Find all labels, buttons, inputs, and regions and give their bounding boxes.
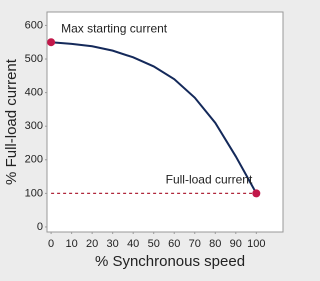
y-tick-label: 600 bbox=[25, 19, 43, 31]
y-tick-label: 500 bbox=[25, 53, 43, 65]
annotation: Max starting current bbox=[61, 21, 168, 35]
x-tick-label: 70 bbox=[189, 238, 201, 250]
y-tick-label: 0 bbox=[37, 221, 43, 233]
x-tick-label: 80 bbox=[209, 238, 221, 250]
y-tick-label: 300 bbox=[25, 120, 43, 132]
annotation: Full-load current bbox=[166, 173, 253, 187]
x-tick-label: 50 bbox=[148, 238, 160, 250]
y-tick-label: 100 bbox=[25, 187, 43, 199]
y-tick-label: 200 bbox=[25, 154, 43, 166]
x-tick-label: 40 bbox=[127, 238, 139, 250]
chart: % Synchronous speed % Full-load current … bbox=[3, 11, 284, 270]
marker bbox=[47, 38, 56, 47]
x-tick-label: 10 bbox=[66, 238, 78, 250]
x-tick-label: 100 bbox=[247, 238, 265, 250]
x-axis-title: % Synchronous speed bbox=[95, 253, 245, 270]
y-axis-title: % Full-load current bbox=[3, 58, 20, 185]
x-tick-label: 60 bbox=[168, 238, 180, 250]
x-tick-label: 90 bbox=[230, 238, 242, 250]
x-tick-label: 0 bbox=[48, 238, 54, 250]
y-tick-label: 400 bbox=[25, 87, 43, 99]
plot-area bbox=[46, 11, 284, 233]
x-tick-label: 30 bbox=[107, 238, 119, 250]
x-tick-label: 20 bbox=[86, 238, 98, 250]
line-series bbox=[51, 41, 258, 194]
marker bbox=[252, 189, 261, 198]
